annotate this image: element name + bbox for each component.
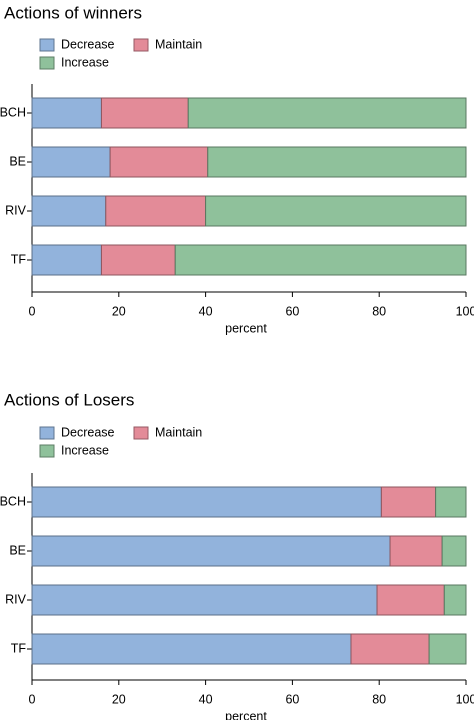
bar-bch-increase (435, 486, 467, 518)
legend-item-maintain: Maintain (133, 425, 202, 440)
x-tick-label: 40 (199, 692, 213, 706)
chart-title: Actions of Losers (4, 390, 134, 409)
bar-bch-maintain (380, 486, 437, 518)
x-tick-label: 20 (112, 692, 126, 706)
x-axis-label: percent (225, 709, 267, 720)
legend-label: Maintain (155, 37, 202, 51)
legend-swatch (133, 38, 149, 52)
bar-be-decrease (31, 146, 111, 178)
bar-be-increase (441, 535, 467, 567)
legend-item-decrease: Decrease (39, 37, 115, 52)
bar-tf-increase (174, 244, 467, 276)
x-tick-label: 60 (285, 304, 299, 318)
legend-item-increase: Increase (39, 55, 109, 70)
chart-1: Actions of winners Decrease Maintain Increa… (0, 3, 474, 335)
bar-bch-maintain (100, 97, 189, 129)
bar-riv-maintain (376, 584, 445, 616)
x-tick-label: 0 (29, 304, 36, 318)
bar-riv-increase (443, 584, 467, 616)
x-tick-label: 100 (456, 304, 474, 318)
category-label-be: BE (9, 543, 26, 557)
x-tick-label: 40 (199, 304, 213, 318)
legend-item-decrease: Decrease (39, 425, 115, 440)
category-label-riv: RIV (5, 203, 27, 217)
bar-tf-maintain (100, 244, 176, 276)
category-label-bch: BCH (0, 494, 26, 508)
axes: 0 20 40 60 80 100 percent BCH BE RIV TF (0, 84, 474, 335)
x-tick-label: 80 (372, 304, 386, 318)
bar-riv-decrease (31, 195, 107, 227)
bar-riv-increase (205, 195, 467, 227)
chart-title: Actions of winners (4, 3, 142, 22)
x-tick-label: 0 (29, 692, 36, 706)
legend-label: Increase (61, 443, 109, 457)
legend-item-maintain: Maintain (133, 37, 202, 52)
legend-swatch (39, 38, 55, 52)
legend-swatch (39, 56, 55, 70)
legend-label: Decrease (61, 37, 115, 51)
legend-label: Decrease (61, 425, 115, 439)
x-tick-label: 80 (372, 692, 386, 706)
x-axis-label: percent (225, 321, 267, 335)
x-tick-label: 20 (112, 304, 126, 318)
bar-be-decrease (31, 535, 391, 567)
bar-tf-maintain (350, 633, 430, 665)
bar-be-maintain (389, 535, 443, 567)
bar-riv-decrease (31, 584, 378, 616)
bar-bch-increase (187, 97, 467, 129)
bar-tf-decrease (31, 244, 102, 276)
legend-label: Maintain (155, 425, 202, 439)
chart-2: Actions of Losers Decrease Maintain Increas… (0, 390, 474, 720)
category-label-tf: TF (11, 252, 27, 266)
category-label-bch: BCH (0, 105, 26, 119)
axes: 0 20 40 60 80 100 percent BCH BE RIV TF (0, 473, 474, 720)
legend-swatch (39, 444, 55, 458)
bar-bch-decrease (31, 97, 102, 129)
category-label-riv: RIV (5, 592, 27, 606)
category-label-be: BE (9, 154, 26, 168)
legend-swatch (133, 426, 149, 440)
bar-be-maintain (109, 146, 209, 178)
bar-tf-decrease (31, 633, 352, 665)
x-tick-label: 60 (285, 692, 299, 706)
bar-tf-increase (428, 633, 467, 665)
bar-bch-decrease (31, 486, 382, 518)
legend-swatch (39, 426, 55, 440)
legend-item-increase: Increase (39, 443, 109, 458)
bar-riv-maintain (105, 195, 207, 227)
bar-be-increase (207, 146, 467, 178)
legend-label: Increase (61, 55, 109, 69)
category-label-tf: TF (11, 641, 27, 655)
x-tick-label: 100 (456, 692, 474, 706)
